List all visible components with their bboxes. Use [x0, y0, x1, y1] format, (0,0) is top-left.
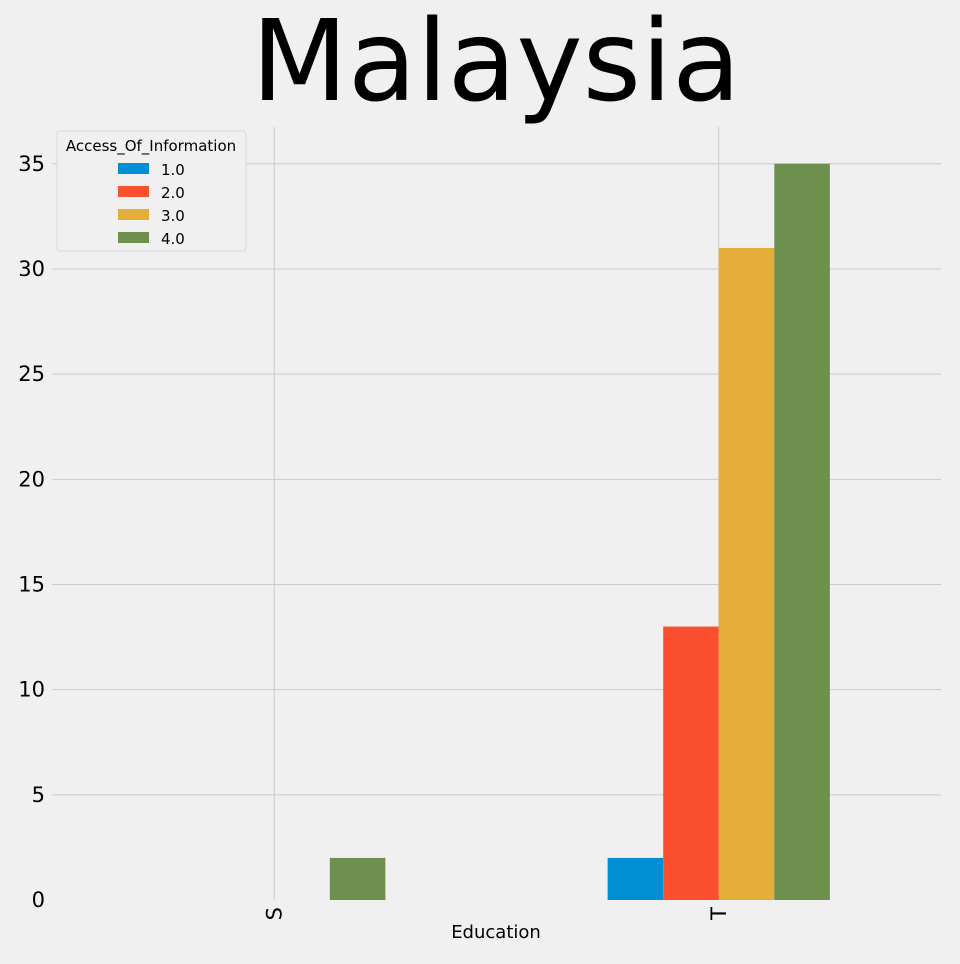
legend-title: Access_Of_Information — [66, 137, 236, 156]
x-axis-label: Education — [451, 922, 541, 943]
legend-swatch — [118, 209, 149, 220]
legend: Access_Of_Information 1.0 2.0 3.0 4.0 — [56, 130, 247, 252]
chart-title: Malaysia — [251, 0, 740, 127]
bar-T-2.0 — [663, 626, 719, 900]
bar-T-4.0 — [774, 163, 830, 901]
y-tick-label: 15 — [18, 572, 45, 596]
y-tick-label: 35 — [18, 152, 45, 176]
legend-label: 2.0 — [161, 184, 185, 202]
x-tick-label: S — [262, 907, 286, 920]
y-tick-label: 30 — [18, 257, 45, 281]
legend-swatch — [118, 232, 149, 243]
legend-label: 3.0 — [161, 207, 185, 225]
bars — [329, 163, 830, 901]
legend-label: 4.0 — [161, 230, 185, 248]
legend-label: 1.0 — [161, 161, 185, 179]
y-tick-label: 0 — [32, 888, 45, 912]
legend-entries: 1.0 2.0 3.0 4.0 — [118, 161, 185, 248]
legend-box — [56, 130, 247, 252]
bar-T-3.0 — [718, 247, 775, 901]
y-axis: 0 5 10 15 20 25 30 35 — [18, 152, 45, 912]
y-tick-label: 5 — [32, 783, 45, 807]
y-tick-label: 10 — [18, 678, 45, 702]
y-tick-label: 20 — [18, 467, 45, 491]
bar-T-1.0 — [607, 857, 664, 900]
y-tick-label: 25 — [18, 362, 45, 386]
bar-S-4.0 — [329, 857, 386, 900]
legend-swatch — [118, 186, 149, 197]
x-tick-label: T — [707, 907, 731, 921]
legend-swatch — [118, 163, 149, 174]
